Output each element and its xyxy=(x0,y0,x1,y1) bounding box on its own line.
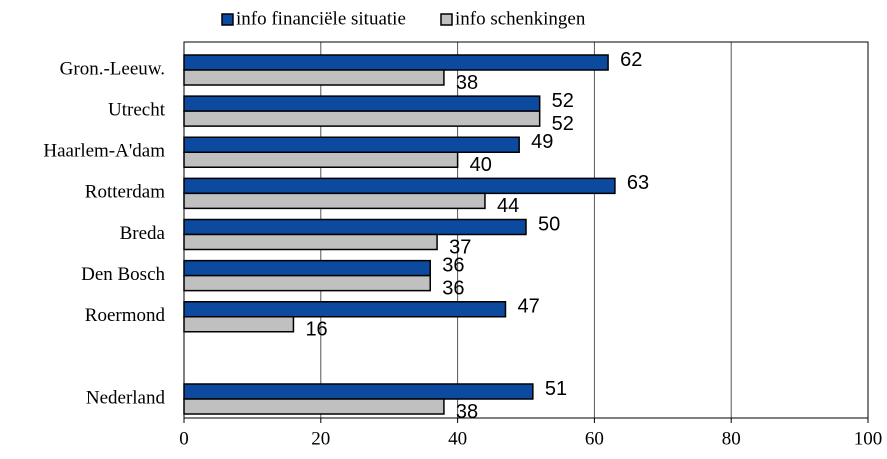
legend-label: info schenkingen xyxy=(455,8,586,29)
data-label: 62 xyxy=(620,49,642,71)
y-tick-label: Den Bosch xyxy=(81,264,165,285)
bar xyxy=(183,233,438,251)
legend-swatch xyxy=(440,13,453,26)
bar xyxy=(183,259,431,277)
bar xyxy=(183,218,527,236)
data-label: 36 xyxy=(442,254,464,276)
x-tick-label: 20 xyxy=(311,428,330,449)
x-tick-label: 60 xyxy=(585,428,604,449)
data-label: 50 xyxy=(538,213,560,235)
bar xyxy=(183,136,520,153)
data-label: 52 xyxy=(552,90,574,112)
legend-swatch xyxy=(221,13,234,26)
data-label: 63 xyxy=(627,172,649,194)
x-tick-label: 0 xyxy=(179,428,189,449)
bar xyxy=(183,54,609,71)
y-tick-label: Utrecht xyxy=(108,99,166,120)
y-tick-label: Haarlem-A'dam xyxy=(43,141,165,162)
data-label: 16 xyxy=(305,319,327,341)
y-tick-label: Rotterdam xyxy=(85,182,165,203)
legend-label: info financiële situatie xyxy=(236,8,406,29)
bar xyxy=(183,274,431,292)
data-label: 51 xyxy=(545,378,567,400)
bar xyxy=(183,398,445,415)
x-tick-label: 80 xyxy=(722,428,741,449)
y-tick-label: Breda xyxy=(120,223,166,244)
bar xyxy=(183,110,541,127)
bar xyxy=(183,177,616,195)
bar xyxy=(183,95,541,112)
data-label: 40 xyxy=(470,154,492,176)
bar xyxy=(183,69,445,86)
y-tick-label: Nederland xyxy=(86,387,166,408)
data-label: 36 xyxy=(442,277,464,299)
y-tick-label: Roermond xyxy=(85,305,166,326)
data-label: 52 xyxy=(552,113,574,135)
data-label: 49 xyxy=(531,131,553,153)
bar xyxy=(183,301,507,318)
x-tick-label: 100 xyxy=(854,428,883,449)
data-label: 44 xyxy=(497,195,519,217)
data-label: 38 xyxy=(456,72,478,94)
bar xyxy=(183,151,459,168)
bar xyxy=(183,383,534,400)
data-label: 38 xyxy=(456,401,478,423)
bar xyxy=(183,316,295,333)
data-label: 37 xyxy=(449,236,471,258)
data-label: 47 xyxy=(517,296,539,318)
x-tick-label: 40 xyxy=(448,428,467,449)
bar xyxy=(183,192,486,210)
y-tick-label: Gron.-Leeuw. xyxy=(60,58,165,79)
